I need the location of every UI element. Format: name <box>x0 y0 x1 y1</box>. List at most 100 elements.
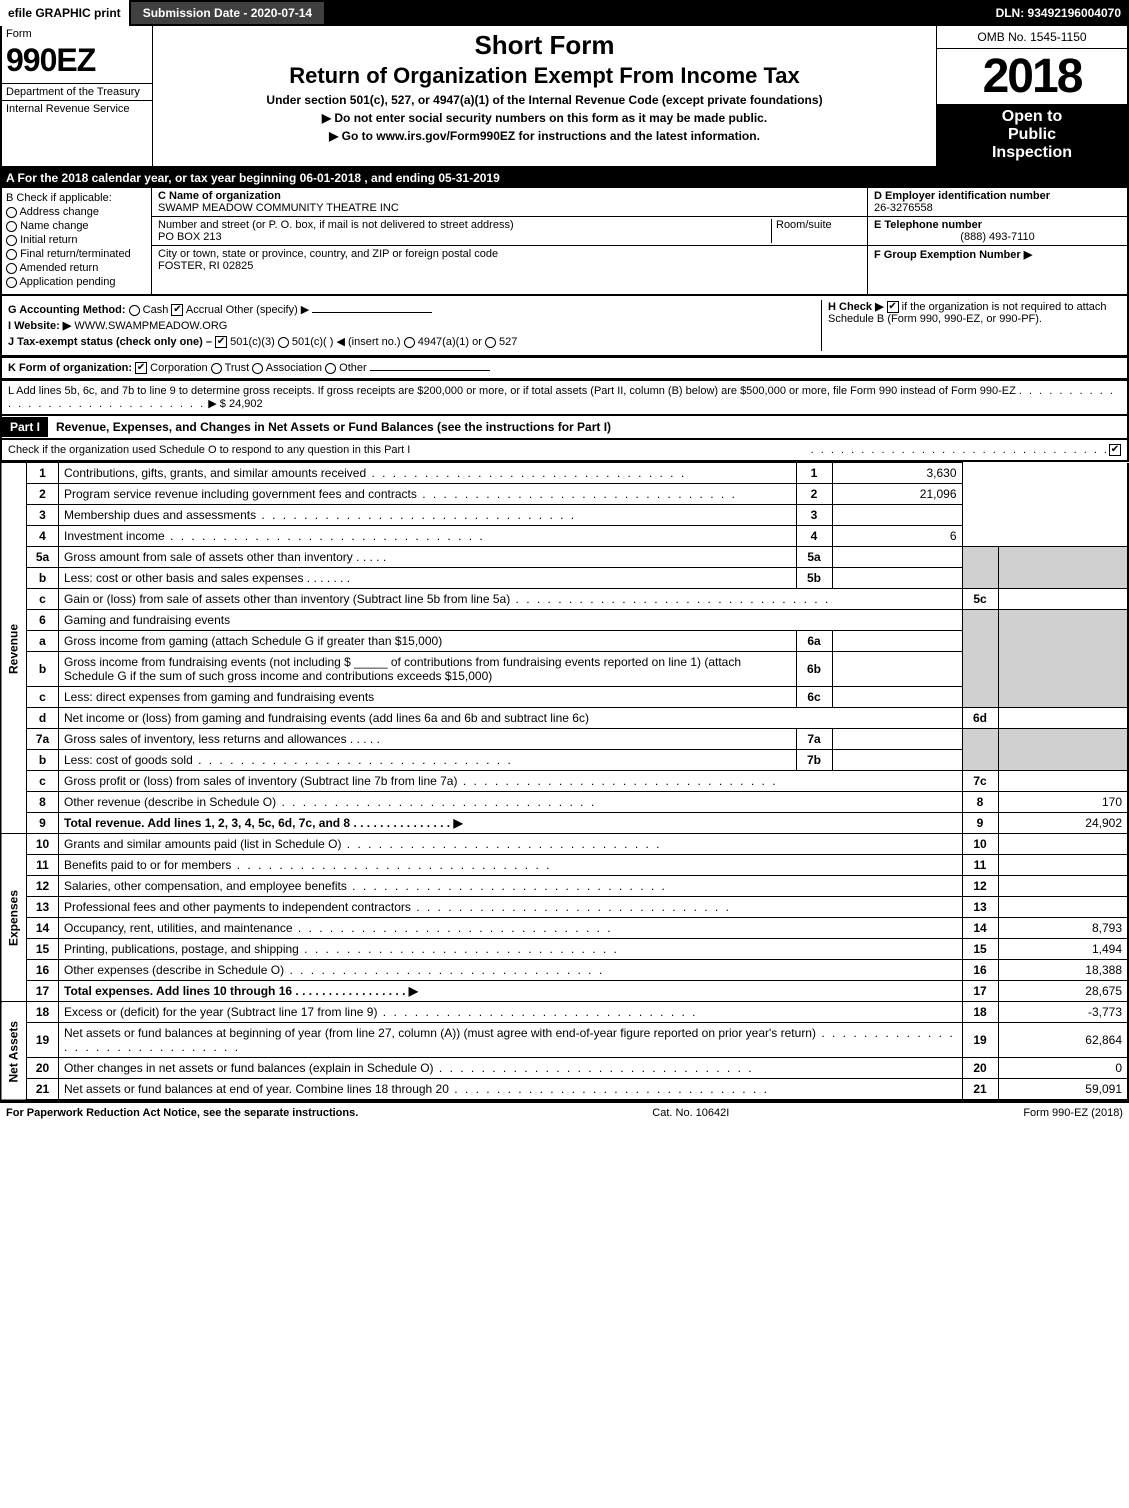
open-line2: Public <box>1008 126 1056 143</box>
header-right: OMB No. 1545-1150 2018 Open to Public In… <box>937 26 1127 166</box>
period-bar: A For the 2018 calendar year, or tax yea… <box>0 168 1129 188</box>
chk-final-return[interactable]: Final return/terminated <box>6 248 147 260</box>
radio-527[interactable] <box>485 337 496 348</box>
table-row: 17Total expenses. Add lines 10 through 1… <box>1 981 1128 1002</box>
sub: 7b <box>796 750 832 771</box>
shade-cell <box>962 547 998 589</box>
box-def: D Employer identification number 26-3276… <box>867 188 1127 294</box>
lr: 10 <box>962 834 998 855</box>
radio-4947[interactable] <box>404 337 415 348</box>
sv <box>832 568 962 589</box>
part1-check-row: Check if the organization used Schedule … <box>0 440 1129 462</box>
ld: Gain or (loss) from sale of assets other… <box>59 589 963 610</box>
radio-assoc[interactable] <box>252 363 263 374</box>
ln: 12 <box>27 876 59 897</box>
ln: 18 <box>27 1002 59 1023</box>
la: 21,096 <box>832 484 962 505</box>
c-label: C Name of organization <box>158 190 281 202</box>
i-label: I Website: ▶ <box>8 320 71 332</box>
radio-trust[interactable] <box>211 363 222 374</box>
ln: 3 <box>27 505 59 526</box>
goto-link[interactable]: ▶ Go to www.irs.gov/Form990EZ for instru… <box>161 129 928 143</box>
ld: Net assets or fund balances at end of ye… <box>59 1079 963 1101</box>
radio-501c[interactable] <box>278 337 289 348</box>
ln: 8 <box>27 792 59 813</box>
lr: 12 <box>962 876 998 897</box>
ln: 4 <box>27 526 59 547</box>
opt-initial: Initial return <box>20 234 77 246</box>
check-schedule-o[interactable] <box>1109 444 1121 456</box>
ln: 10 <box>27 834 59 855</box>
table-row: 3Membership dues and assessments3 <box>1 505 1128 526</box>
g-other-input[interactable] <box>312 312 432 313</box>
chk-name-change[interactable]: Name change <box>6 220 147 232</box>
la: 24,902 <box>998 813 1128 834</box>
check-501c3[interactable] <box>215 336 227 348</box>
la <box>998 708 1128 729</box>
j-501c: 501(c)( ) ◀ (insert no.) <box>292 336 401 348</box>
la: -3,773 <box>998 1002 1128 1023</box>
irs-link[interactable]: ▶ Go to www.irs.gov/Form990EZ for instru… <box>329 129 760 143</box>
website-link[interactable]: WWW.SWAMPMEADOW.ORG <box>74 320 227 332</box>
g-label: G Accounting Method: <box>8 304 126 316</box>
radio-other[interactable] <box>325 363 336 374</box>
tax-year: 2018 <box>937 49 1127 104</box>
table-row: Revenue 1Contributions, gifts, grants, a… <box>1 463 1128 484</box>
sub: 6a <box>796 631 832 652</box>
chk-initial-return[interactable]: Initial return <box>6 234 147 246</box>
page-footer: For Paperwork Reduction Act Notice, see … <box>0 1101 1129 1123</box>
la: 1,494 <box>998 939 1128 960</box>
spacer <box>326 0 987 26</box>
lr: 17 <box>962 981 998 1002</box>
table-row: 12Salaries, other compensation, and empl… <box>1 876 1128 897</box>
ln: 14 <box>27 918 59 939</box>
ld: Contributions, gifts, grants, and simila… <box>59 463 797 484</box>
sub: 5b <box>796 568 832 589</box>
chk-application-pending[interactable]: Application pending <box>6 276 147 288</box>
g-cash: Cash <box>143 304 169 316</box>
dots-p1 <box>811 444 1109 456</box>
e-label: E Telephone number <box>874 219 982 231</box>
check-corp[interactable] <box>135 362 147 374</box>
chk-address-change[interactable]: Address change <box>6 206 147 218</box>
addr-label: Number and street (or P. O. box, if mail… <box>158 219 514 231</box>
opt-amended: Amended return <box>19 262 98 274</box>
k-corp: Corporation <box>150 362 207 374</box>
d-label: D Employer identification number <box>874 190 1050 202</box>
la <box>998 897 1128 918</box>
la <box>998 589 1128 610</box>
ld: Gross income from fundraising events (no… <box>59 652 797 687</box>
box-b-title: B Check if applicable: <box>6 192 147 204</box>
check-accrual[interactable] <box>171 304 183 316</box>
efile-label[interactable]: efile GRAPHIC print <box>0 0 129 26</box>
ssn-warning: ▶ Do not enter social security numbers o… <box>161 111 928 125</box>
check-h[interactable] <box>887 301 899 313</box>
table-row: 14Occupancy, rent, utilities, and mainte… <box>1 918 1128 939</box>
ld: Printing, publications, postage, and shi… <box>59 939 963 960</box>
group-exemption-cell: F Group Exemption Number ▶ <box>868 246 1127 263</box>
radio-cash[interactable] <box>129 305 140 316</box>
lr: 4 <box>796 526 832 547</box>
part1-check-text: Check if the organization used Schedule … <box>8 444 811 456</box>
city-cell: City or town, state or province, country… <box>152 246 867 274</box>
table-row: cGain or (loss) from sale of assets othe… <box>1 589 1128 610</box>
ln: b <box>27 652 59 687</box>
table-row: 6Gaming and fundraising events <box>1 610 1128 631</box>
table-row: 5aGross amount from sale of assets other… <box>1 547 1128 568</box>
ld: Other changes in net assets or fund bala… <box>59 1058 963 1079</box>
sv <box>832 750 962 771</box>
table-row: bLess: cost or other basis and sales exp… <box>1 568 1128 589</box>
city-label: City or town, state or province, country… <box>158 248 498 260</box>
return-title: Return of Organization Exempt From Incom… <box>161 63 928 89</box>
part1-header: Part I Revenue, Expenses, and Changes in… <box>0 416 1129 440</box>
j-501c3: 501(c)(3) <box>230 336 275 348</box>
table-row: 21Net assets or fund balances at end of … <box>1 1079 1128 1101</box>
table-row: 16Other expenses (describe in Schedule O… <box>1 960 1128 981</box>
chk-amended-return[interactable]: Amended return <box>6 262 147 274</box>
k-other-input[interactable] <box>370 370 490 371</box>
ld: Occupancy, rent, utilities, and maintena… <box>59 918 963 939</box>
short-form-title: Short Form <box>161 30 928 61</box>
ln: 13 <box>27 897 59 918</box>
la: 62,864 <box>998 1023 1128 1058</box>
table-row: bLess: cost of goods sold7b <box>1 750 1128 771</box>
